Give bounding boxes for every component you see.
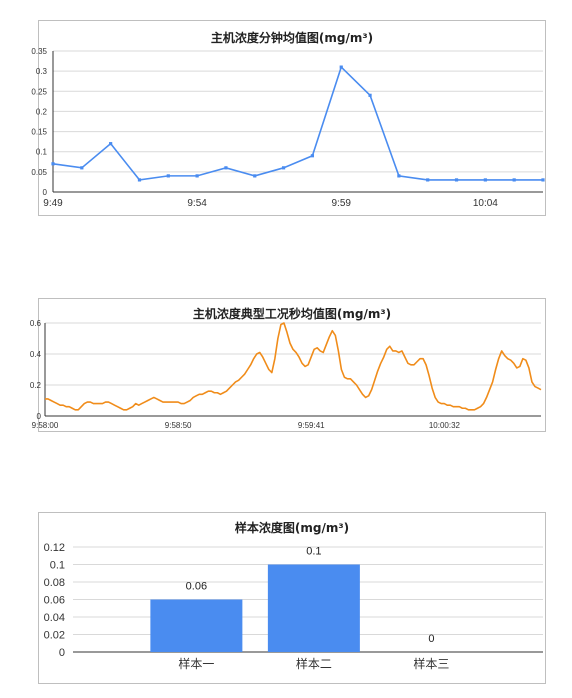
- bar: [267, 564, 360, 652]
- data-label: 0.1: [306, 546, 321, 558]
- sample-concentration-chart: 样本浓度图(mg/m³): [38, 512, 546, 684]
- data-label: 0: [428, 633, 434, 645]
- data-point: [368, 93, 372, 97]
- y-tick-label: 0.1: [50, 560, 65, 572]
- minute-average-chart: 主机浓度分钟均值图(mg/m³): [38, 20, 546, 216]
- data-point: [109, 142, 113, 146]
- y-tick-label: 0.35: [31, 47, 47, 56]
- x-tick-label: 9:58:00: [32, 421, 59, 430]
- y-tick-label: 0.05: [31, 168, 47, 177]
- y-tick-label: 0.15: [31, 128, 47, 137]
- y-tick-label: 0.4: [30, 350, 42, 359]
- x-tick-label: 9:54: [187, 198, 207, 209]
- y-tick-label: 0.25: [31, 87, 47, 96]
- y-tick-label: 0.1: [36, 148, 48, 157]
- y-tick-label: 0: [59, 647, 65, 659]
- y-tick-label: 0.2: [30, 381, 42, 390]
- data-point: [454, 178, 459, 182]
- data-point: [397, 174, 401, 178]
- category-label: 样本一: [178, 656, 214, 671]
- x-tick-label: 9:59:41: [298, 421, 325, 430]
- data-point: [281, 166, 286, 170]
- data-point: [253, 174, 257, 178]
- y-tick-label: 0.06: [44, 595, 65, 607]
- bar: [150, 599, 243, 652]
- data-point: [541, 178, 545, 182]
- data-point: [195, 174, 199, 178]
- y-tick-label: 0.04: [44, 612, 65, 624]
- second-average-plot: 0 0.2 0.4 0.6 9:58:00 9:58:50 9:59:41 10:00:32: [30, 319, 542, 430]
- data-point: [426, 178, 430, 182]
- data-point: [51, 162, 55, 166]
- data-point: [310, 154, 315, 158]
- y-tick-label: 0.02: [44, 630, 65, 642]
- data-label: 0.06: [186, 581, 207, 593]
- y-tick-label: 0: [43, 188, 48, 197]
- data-point: [512, 178, 516, 182]
- y-tick-label: 0.2: [36, 107, 48, 116]
- series-line: [52, 65, 543, 181]
- chart-title: 主机浓度典型工况秒均值图(mg/m³): [192, 307, 392, 321]
- series-line: [45, 322, 542, 411]
- y-tick-label: 0.6: [30, 319, 42, 328]
- data-point: [166, 174, 170, 178]
- y-tick-label: 0.08: [44, 577, 65, 589]
- y-tick-label: 0: [37, 412, 42, 421]
- x-tick-label: 9:58:50: [165, 421, 192, 430]
- data-point: [80, 166, 84, 170]
- category-label: 样本二: [296, 656, 332, 671]
- data-point: [339, 65, 343, 69]
- data-point: [483, 178, 487, 182]
- data-point: [224, 166, 228, 170]
- chart-title: 主机浓度分钟均值图(mg/m³): [210, 31, 374, 45]
- category-label: 样本三: [413, 656, 449, 671]
- chart-title: 样本浓度图(mg/m³): [234, 521, 350, 535]
- y-tick-label: 0.12: [44, 542, 65, 554]
- x-tick-label: 10:04: [473, 198, 498, 209]
- x-tick-label: 9:59: [332, 198, 352, 209]
- x-tick-label: 9:49: [43, 198, 63, 209]
- data-point: [137, 178, 142, 182]
- minute-average-plot: 0 0.05 0.1 0.15 0.2 0.25 0.3 0.35 9:49 9:54 9:59 10…: [31, 47, 545, 209]
- y-tick-label: 0.3: [36, 67, 48, 76]
- x-tick-label: 10:00:32: [429, 421, 461, 430]
- second-average-chart: 主机浓度典型工况秒均值图(mg/m³): [38, 298, 546, 432]
